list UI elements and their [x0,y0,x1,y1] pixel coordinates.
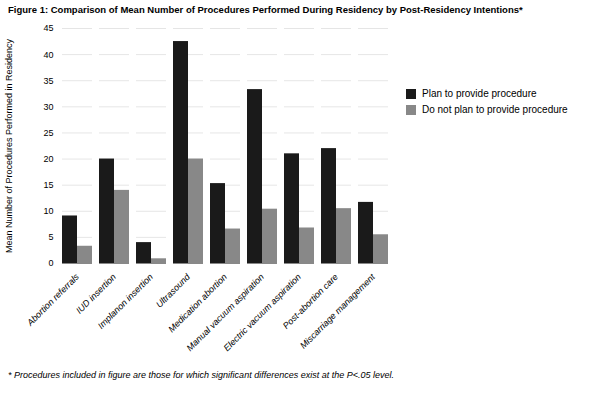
svg-text:10: 10 [43,207,53,217]
svg-text:0: 0 [48,259,53,269]
svg-text:Miscarriage management: Miscarriage management [298,272,377,351]
svg-text:IUD insertion: IUD insertion [74,272,118,316]
html-text:* Procedures included in figur: * Procedures included in figure are thos… [8,370,394,381]
svg-text:45: 45 [43,24,53,34]
svg-text:Abortion referrals: Abortion referrals [24,272,81,329]
svg-text:30: 30 [43,102,53,112]
svg-text:5: 5 [48,233,53,243]
html-text:Do not plan to provide procedu: Do not plan to provide procedure [422,104,568,116]
svg-text:Implanon insertion: Implanon insertion [96,272,155,331]
svg-text:35: 35 [43,76,53,86]
svg-text:25: 25 [43,128,53,138]
html-text:Plan to provide procedure: Plan to provide procedure [422,88,537,100]
svg-text:Manual vacuum aspiration: Manual vacuum aspiration [185,272,266,353]
html-text:Figure 1: Comparison of Mean N: Figure 1: Comparison of Mean Number of P… [8,4,523,15]
svg-text:40: 40 [43,50,53,60]
svg-text:Ultrasound: Ultrasound [154,271,193,310]
svg-text:20: 20 [43,154,53,164]
svg-text:Mean Number of Procedures Perf: Mean Number of Procedures Performed in R… [4,39,14,254]
svg-text:Medication abortion: Medication abortion [166,272,229,335]
svg-text:Post-abortion care: Post-abortion care [280,272,340,332]
svg-text:15: 15 [43,180,53,190]
svg-text:Electric vacuum aspiration: Electric vacuum aspiration [222,272,303,353]
